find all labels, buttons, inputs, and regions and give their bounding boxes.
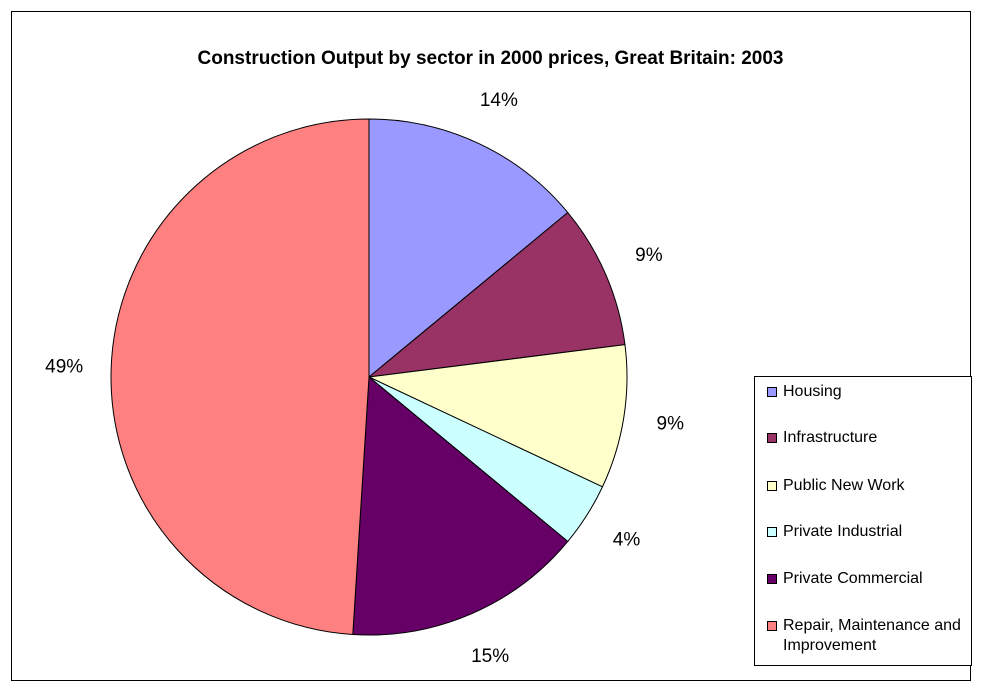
- legend-label-housing: Housing: [783, 383, 842, 400]
- legend-swatch-private-commercial: [767, 574, 777, 584]
- chart-title: Construction Output by sector in 2000 pr…: [197, 48, 784, 69]
- pie-slice-repair-maintenance: [110, 118, 370, 636]
- data-label-repair-maintenance: 49%: [45, 356, 83, 377]
- legend-swatch-infrastructure: [767, 433, 777, 443]
- legend-swatch-public-new-work: [767, 481, 777, 491]
- legend: Housing Infrastructure Public New Work P…: [754, 376, 972, 666]
- data-label-housing: 14%: [480, 90, 518, 111]
- pie-slice-public-new-work: [367, 344, 628, 488]
- pie-slice-private-commercial: [352, 375, 569, 636]
- legend-swatch-repair-maintenance: [767, 621, 777, 631]
- data-label-public-new-work: 9%: [657, 414, 685, 435]
- pie-slice-infrastructure: [367, 211, 626, 378]
- legend-label-public-new-work: Public New Work: [783, 477, 905, 494]
- legend-label-repair-maintenance: Repair, Maintenance and Improvement: [783, 617, 961, 654]
- data-label-private-commercial: 15%: [471, 646, 509, 667]
- legend-swatch-private-industrial: [767, 527, 777, 537]
- legend-swatch-housing: [767, 387, 777, 397]
- data-label-infrastructure: 9%: [635, 245, 663, 266]
- legend-label-private-commercial: Private Commercial: [783, 570, 923, 587]
- legend-label-infrastructure: Infrastructure: [783, 429, 878, 446]
- legend-label-private-industrial: Private Industrial: [783, 523, 903, 540]
- pie-slice-housing: [368, 118, 569, 379]
- data-label-private-industrial: 4%: [613, 529, 641, 550]
